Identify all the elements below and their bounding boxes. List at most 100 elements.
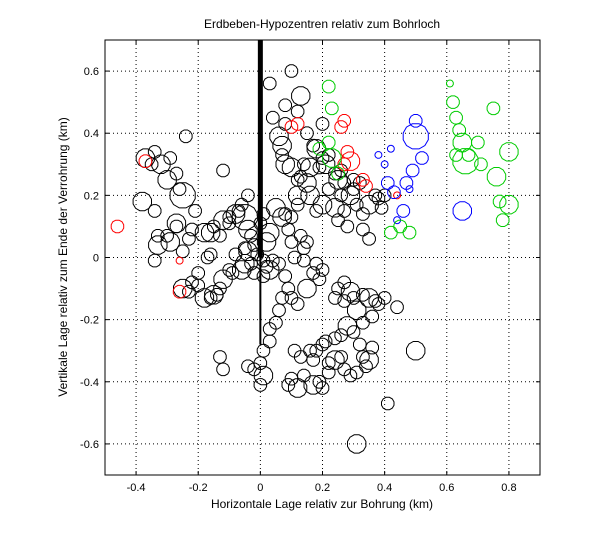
hypocenter-marker	[365, 309, 379, 324]
hypocenter-marker	[147, 204, 162, 218]
y-tick-label: 0.6	[84, 66, 99, 78]
hypocenter-marker	[294, 229, 308, 243]
hypocenter-marker	[262, 322, 277, 336]
hypocenter-marker	[346, 291, 361, 305]
hypocenter-marker	[284, 291, 299, 305]
hypocenter-marker	[315, 154, 336, 174]
hypocenter-marker	[461, 148, 476, 162]
hypocenter-marker	[244, 229, 258, 243]
hypocenter-marker	[297, 253, 311, 268]
hypocenter-marker	[256, 207, 271, 221]
hypocenter-marker	[287, 250, 302, 265]
hypocenter-marker	[256, 232, 277, 252]
hypocenter-marker	[194, 223, 215, 243]
hypocenter-marker	[297, 173, 317, 193]
hypocenter-marker	[148, 235, 168, 255]
x-tick-label: 0	[257, 482, 263, 494]
hypocenter-marker	[253, 356, 268, 370]
hypocenter-marker	[300, 185, 320, 205]
hypocenter-marker	[337, 316, 357, 336]
hypocenter-marker	[201, 223, 221, 243]
hypocenter-marker	[191, 266, 205, 280]
y-tick-label: 0.2	[84, 190, 99, 202]
hypocenter-marker	[188, 204, 202, 218]
hypocenter-marker	[306, 266, 320, 280]
x-tick-label: 0.8	[501, 482, 516, 494]
hypocenter-marker	[173, 278, 193, 299]
hypocenter-marker	[334, 120, 348, 134]
hypocenter-marker	[452, 201, 472, 221]
x-tick-label: 0.6	[439, 482, 454, 494]
hypocenter-marker	[213, 210, 233, 230]
hypocenter-marker	[312, 195, 333, 215]
hypocenter-marker	[232, 260, 252, 280]
hypocenter-marker	[381, 176, 395, 190]
hypocenter-marker	[315, 151, 330, 165]
hypocenter-marker	[321, 356, 336, 370]
hypocenter-marker	[281, 378, 296, 392]
hypocenter-marker	[253, 365, 274, 386]
hypocenter-marker	[340, 145, 355, 159]
hypocenter-marker	[331, 281, 345, 296]
hypocenter-marker	[406, 341, 426, 361]
hypocenter-marker	[452, 132, 472, 153]
hypocenter-marker	[147, 145, 162, 159]
hypocenter-marker	[384, 225, 398, 240]
x-tick-label: 0.4	[377, 482, 392, 494]
plot-area	[105, 40, 540, 475]
hypocenter-marker	[225, 266, 240, 280]
hypocenter-marker	[321, 182, 336, 196]
hypocenter-marker	[182, 232, 196, 246]
hypocenter-marker	[328, 291, 342, 305]
hypocenter-marker	[297, 157, 311, 172]
hypocenter-marker	[337, 157, 351, 172]
hypocenter-marker	[322, 148, 342, 168]
hypocenter-marker	[337, 294, 351, 308]
hypocenter-marker	[172, 284, 187, 299]
hypocenter-marker	[213, 269, 233, 289]
hypocenter-marker	[278, 207, 292, 221]
hypocenter-marker	[474, 157, 488, 172]
hypocenter-marker	[486, 101, 501, 116]
hypocenter-marker	[266, 198, 286, 218]
y-tick-label: -0.6	[80, 439, 99, 451]
hypocenter-marker	[256, 343, 271, 358]
hypocenter-marker	[312, 272, 327, 286]
hypocenter-marker	[291, 86, 311, 106]
hypocenter-marker	[374, 151, 383, 159]
y-tick-label: 0	[93, 253, 99, 265]
hypocenter-marker	[204, 285, 224, 305]
hypocenter-marker	[359, 179, 373, 193]
hypocenter-marker	[499, 142, 519, 162]
hypocenter-marker	[262, 334, 277, 349]
hypocenter-marker	[356, 316, 370, 330]
hypocenter-marker	[160, 232, 180, 252]
points-layer	[110, 64, 519, 454]
hypocenter-marker	[337, 204, 351, 218]
hypocenter-marker	[405, 163, 420, 178]
hypocenter-marker	[225, 204, 246, 224]
hypocenter-marker	[290, 117, 305, 131]
hypocenter-marker	[157, 170, 177, 190]
hypocenter-marker	[371, 191, 386, 206]
hypocenter-marker	[266, 110, 280, 125]
hypocenter-marker	[213, 281, 227, 296]
hypocenter-marker	[359, 359, 373, 373]
hypocenter-marker	[393, 216, 401, 225]
hypocenter-marker	[138, 154, 153, 168]
hypocenter-marker	[290, 297, 305, 311]
hypocenter-marker	[393, 191, 401, 200]
hypocenter-marker	[374, 201, 389, 215]
hypocenter-marker	[303, 375, 323, 395]
hypocenter-marker	[244, 256, 258, 271]
x-tick-label: -0.2	[189, 482, 208, 494]
hypocenter-marker	[353, 176, 367, 190]
hypocenter-marker	[471, 135, 485, 150]
hypocenter-marker	[368, 294, 383, 308]
hypocenter-marker	[216, 362, 230, 377]
hypocenter-marker	[284, 210, 299, 224]
hypocenter-marker	[347, 434, 367, 454]
hypocenter-marker	[371, 297, 386, 311]
hypocenter-marker	[144, 157, 159, 172]
hypocenter-marker	[346, 325, 361, 339]
